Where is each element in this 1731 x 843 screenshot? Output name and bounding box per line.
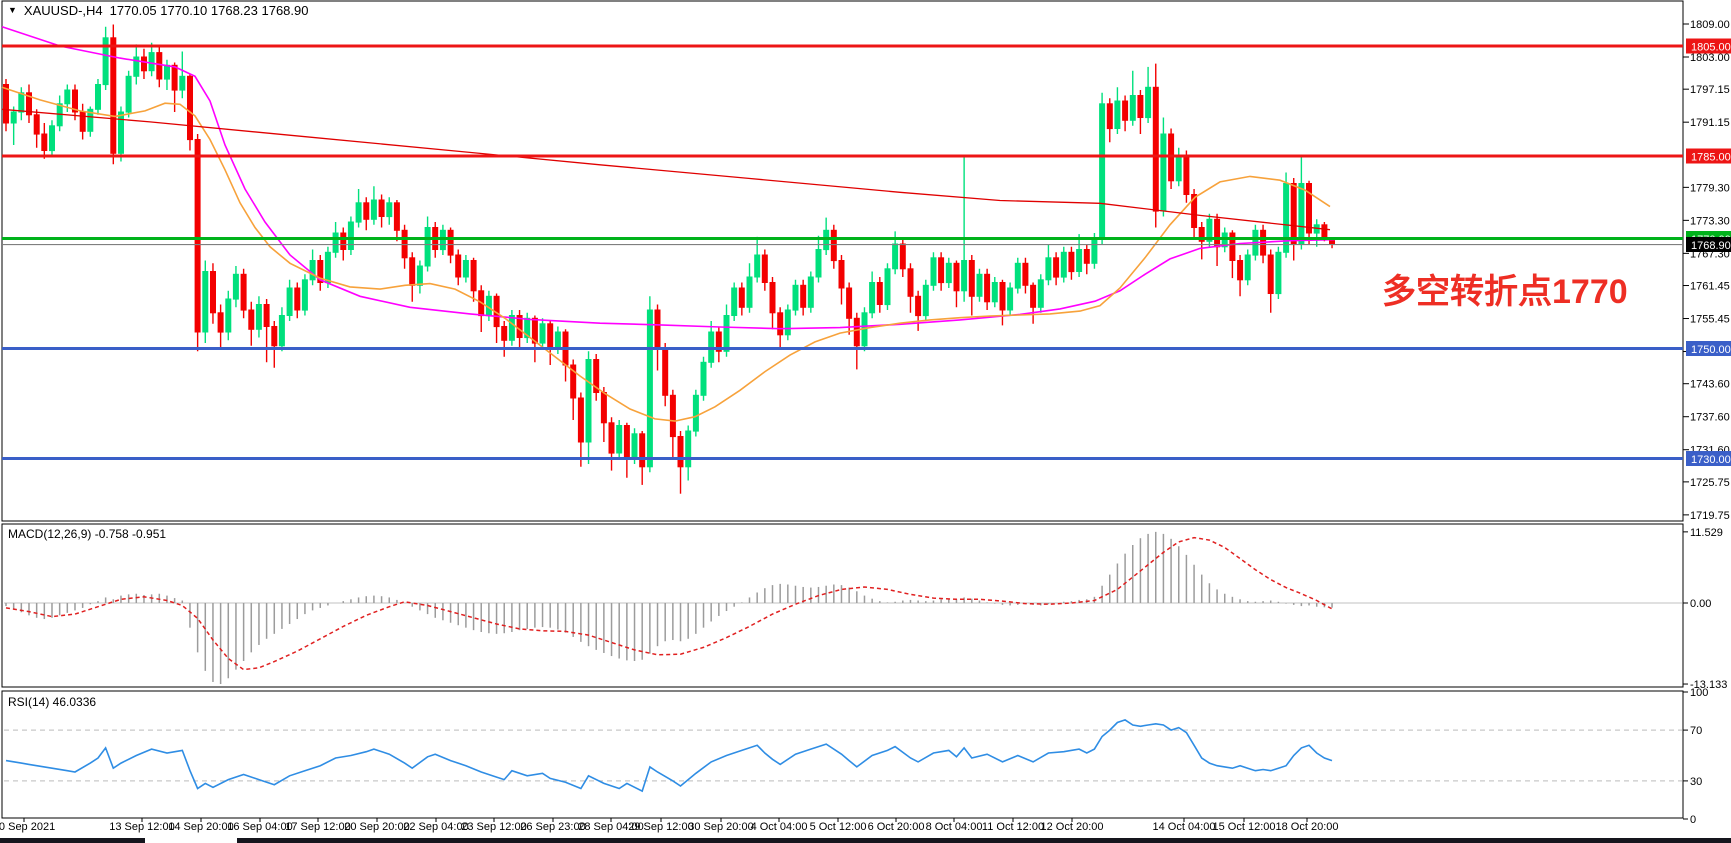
svg-text:1737.60: 1737.60: [1690, 412, 1730, 424]
svg-text:1761.45: 1761.45: [1690, 281, 1730, 293]
svg-text:1797.15: 1797.15: [1690, 84, 1730, 96]
svg-text:11 Oct 12:00: 11 Oct 12:00: [982, 821, 1044, 833]
svg-text:22 Sep 04:00: 22 Sep 04:00: [403, 821, 468, 833]
rsi-indicator-label: RSI(14) 46.0336: [8, 695, 97, 709]
svg-text:12 Oct 20:00: 12 Oct 20:00: [1041, 821, 1104, 833]
svg-text:1779.30: 1779.30: [1690, 182, 1730, 194]
svg-text:30: 30: [1690, 776, 1702, 788]
taskbar-strip[interactable]: [0, 838, 1731, 843]
symbol-dropdown-icon[interactable]: ▼: [8, 5, 17, 15]
ohlc-readout: 1770.05 1770.10 1768.23 1768.90: [109, 3, 309, 18]
svg-text:11.529: 11.529: [1690, 527, 1723, 539]
svg-text:16 Sep 04:00: 16 Sep 04:00: [227, 821, 292, 833]
svg-text:29 Sep 12:00: 29 Sep 12:00: [628, 821, 693, 833]
svg-text:13 Sep 12:00: 13 Sep 12:00: [109, 821, 174, 833]
symbol-period-label: XAUUSD-,H4: [23, 3, 103, 18]
svg-text:70: 70: [1690, 725, 1702, 737]
taskbar-gap: [145, 838, 237, 843]
svg-text:1785.00: 1785.00: [1691, 152, 1731, 164]
svg-text:15 Oct 12:00: 15 Oct 12:00: [1213, 821, 1276, 833]
svg-text:-13.133: -13.133: [1690, 679, 1727, 691]
svg-text:28 Sep 04:00: 28 Sep 04:00: [578, 821, 643, 833]
svg-text:100: 100: [1690, 687, 1708, 699]
svg-text:1730.00: 1730.00: [1691, 454, 1731, 466]
svg-text:4 Oct 04:00: 4 Oct 04:00: [751, 821, 808, 833]
svg-text:0.00: 0.00: [1690, 598, 1711, 610]
svg-text:1755.45: 1755.45: [1690, 314, 1730, 326]
svg-text:1805.00: 1805.00: [1691, 42, 1731, 54]
svg-text:14 Oct 04:00: 14 Oct 04:00: [1153, 821, 1216, 833]
svg-text:1809.00: 1809.00: [1690, 19, 1730, 31]
macd-indicator-label: MACD(12,26,9) -0.758 -0.951: [8, 527, 167, 541]
svg-text:8 Oct 04:00: 8 Oct 04:00: [926, 821, 983, 833]
svg-text:0: 0: [1690, 814, 1696, 826]
svg-text:1750.00: 1750.00: [1691, 344, 1731, 356]
price-annotation-text: 多空转折点1770: [1382, 273, 1628, 311]
svg-text:1773.30: 1773.30: [1690, 215, 1730, 227]
svg-text:5 Oct 12:00: 5 Oct 12:00: [810, 821, 867, 833]
svg-text:26 Sep 23:00: 26 Sep 23:00: [520, 821, 585, 833]
svg-text:20 Sep 20:00: 20 Sep 20:00: [344, 821, 409, 833]
svg-text:14 Sep 20:00: 14 Sep 20:00: [168, 821, 233, 833]
svg-text:1803.00: 1803.00: [1690, 52, 1730, 64]
svg-text:10 Sep 2021: 10 Sep 2021: [0, 821, 55, 833]
svg-text:17 Sep 12:00: 17 Sep 12:00: [285, 821, 350, 833]
svg-text:1768.90: 1768.90: [1691, 240, 1731, 252]
svg-text:18 Oct 20:00: 18 Oct 20:00: [1276, 821, 1339, 833]
svg-text:23 Sep 12:00: 23 Sep 12:00: [461, 821, 526, 833]
chart-title: ▼ XAUUSD-,H4 1770.05 1770.10 1768.23 176…: [8, 3, 308, 18]
svg-text:1743.60: 1743.60: [1690, 379, 1730, 391]
svg-text:1725.75: 1725.75: [1690, 477, 1730, 489]
svg-text:6 Oct 20:00: 6 Oct 20:00: [868, 821, 925, 833]
svg-text:1719.75: 1719.75: [1690, 510, 1730, 522]
svg-text:1791.15: 1791.15: [1690, 117, 1730, 129]
svg-text:30 Sep 20:00: 30 Sep 20:00: [688, 821, 753, 833]
